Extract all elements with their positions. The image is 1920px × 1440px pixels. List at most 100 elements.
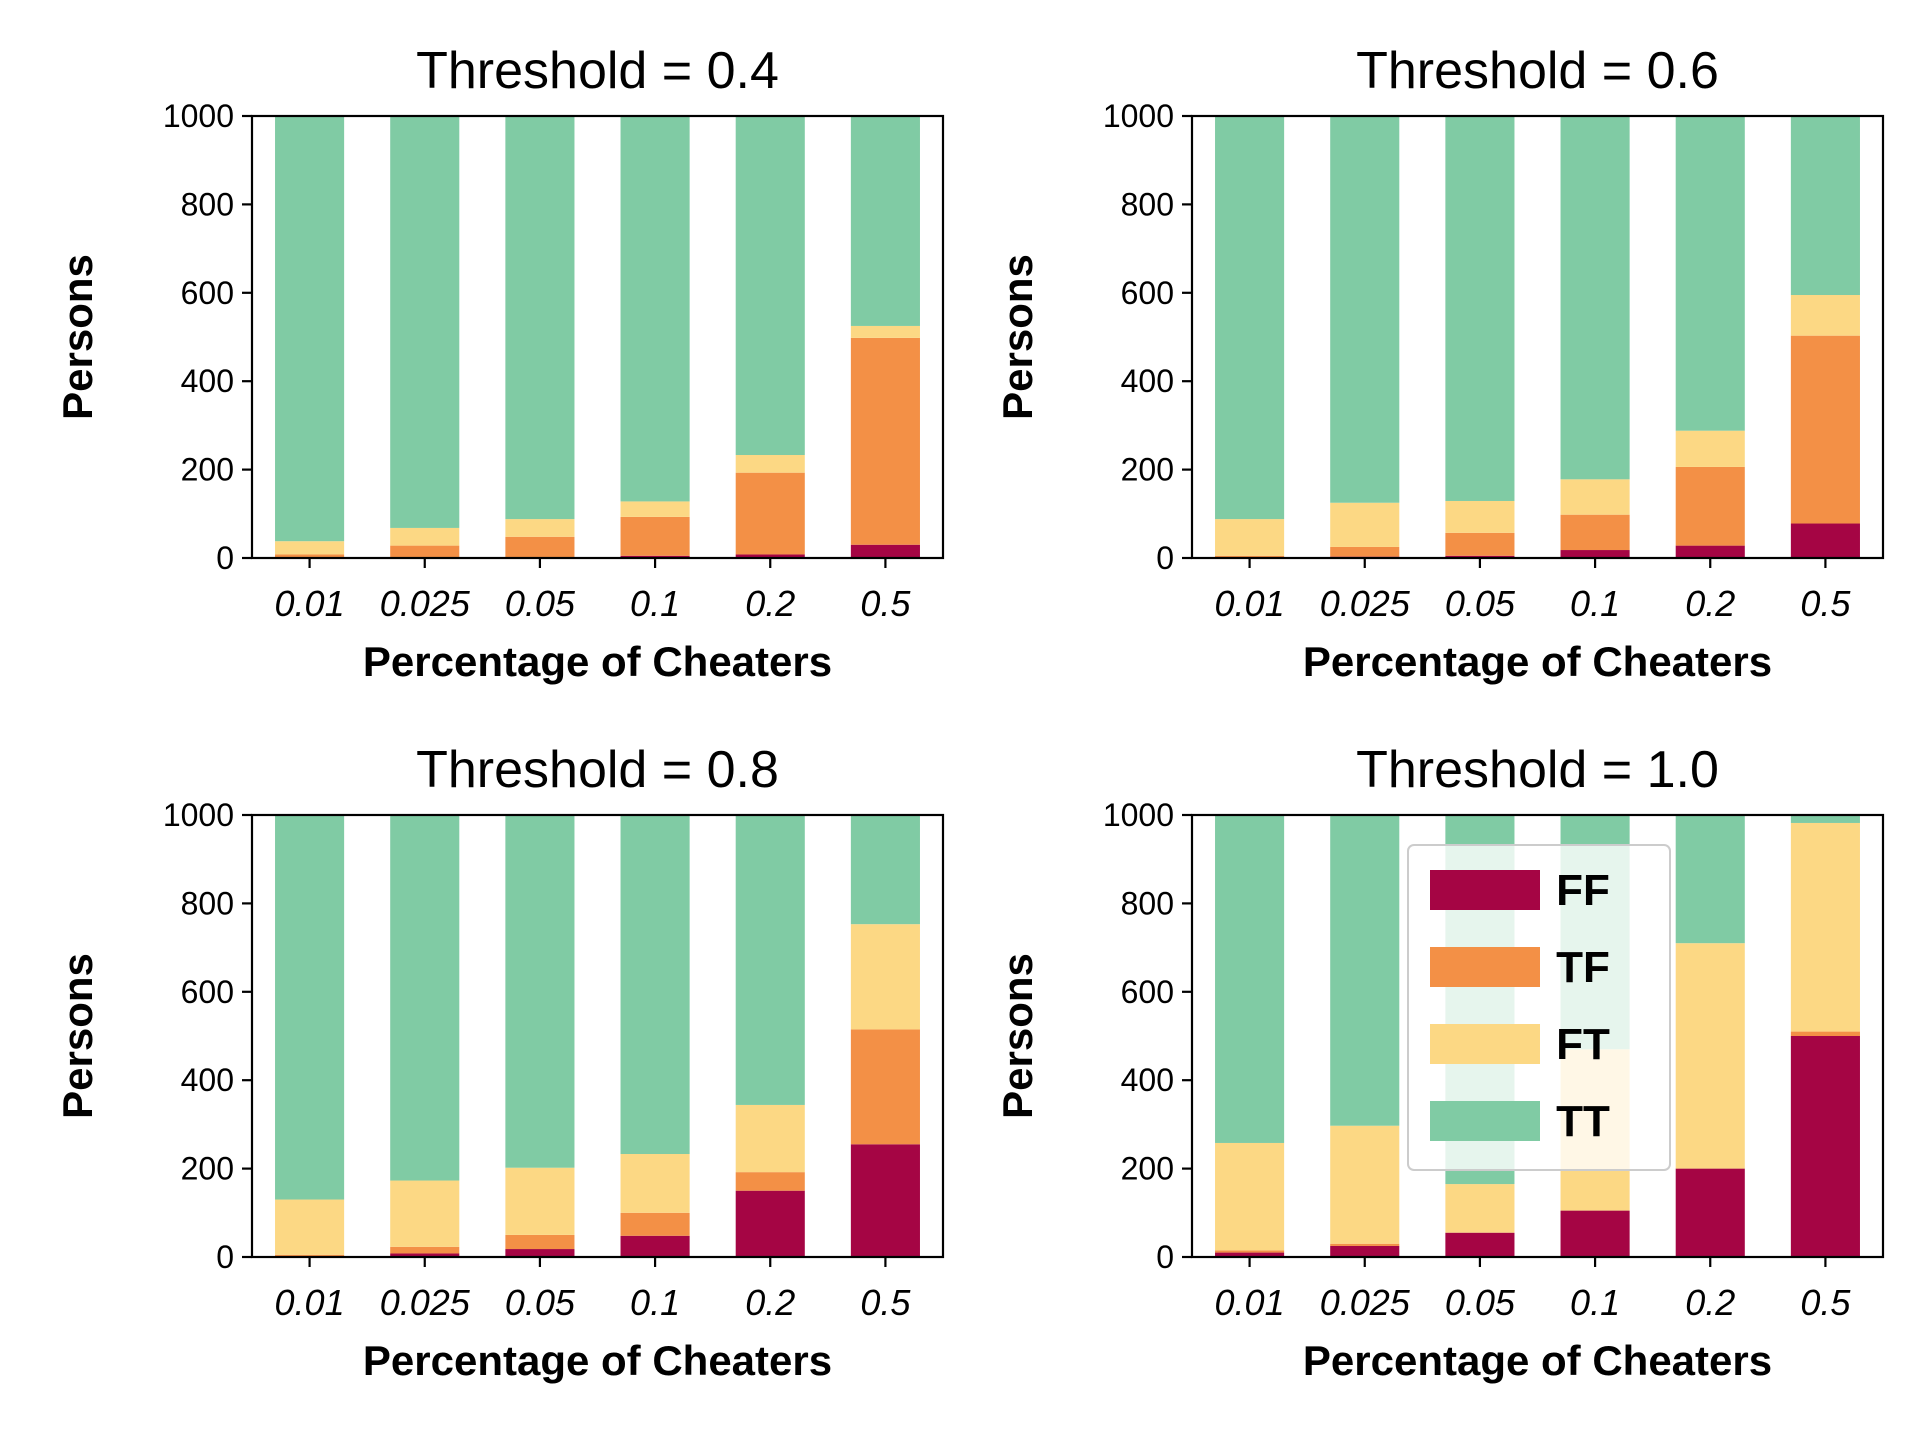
y-ticks: 0 200 400 600 800 1000 — [1103, 98, 1192, 576]
bar-ft-0.025 — [1330, 502, 1400, 547]
y-tick-label: 800 — [181, 186, 234, 222]
y-tick-label: 1000 — [163, 98, 234, 134]
bar-tt-0.2 — [735, 116, 805, 456]
chart-title: Threshold = 0.6 — [1356, 42, 1719, 100]
bar-tt-0.1 — [1560, 116, 1630, 480]
y-axis-label: Persons — [994, 953, 1041, 1119]
x-tick-label: 0.01 — [1215, 1282, 1285, 1323]
x-tick-label: 0.2 — [745, 583, 795, 624]
panels: 0 200 400 600 800 1000 0.01 0.025 0.05 0.1 0.2 0.5 T… — [54, 42, 1885, 1384]
bar-ft-0.5 — [1790, 822, 1860, 1032]
bar-stacks — [275, 116, 920, 558]
bar-stacks — [275, 815, 920, 1257]
bar-ff-0.5 — [850, 544, 920, 558]
x-tick-label: 0.05 — [505, 583, 576, 624]
bar-ft-0.2 — [735, 1104, 805, 1173]
bar-tt-0.5 — [850, 815, 920, 925]
bar-ff-0.1 — [1560, 550, 1630, 558]
axes-frame — [1190, 114, 1885, 560]
legend-label-ff: FF — [1556, 866, 1610, 915]
bar-ff-0.1 — [1560, 1210, 1630, 1257]
bar-tt-0.1 — [620, 815, 690, 1155]
x-tick-label: 0.2 — [1685, 1282, 1735, 1323]
y-tick-label: 600 — [1121, 275, 1174, 311]
bar-tf-0.5 — [1790, 335, 1860, 524]
bar-tf-0.05 — [505, 536, 575, 558]
bar-ft-0.05 — [1445, 1184, 1515, 1233]
bar-tf-0.01 — [1215, 1250, 1285, 1253]
bar-tf-0.5 — [1790, 1031, 1860, 1036]
bar-tt-0.05 — [505, 116, 575, 520]
bar-ft-0.05 — [505, 519, 575, 537]
y-tick-label: 400 — [181, 363, 234, 399]
y-tick-label: 200 — [181, 1151, 234, 1187]
bar-ff-0.01 — [1215, 1252, 1285, 1257]
bar-tt-0.025 — [390, 815, 460, 1181]
y-tick-label: 0 — [1156, 1239, 1174, 1275]
bar-ft-0.2 — [1675, 430, 1745, 467]
x-tick-label: 0.025 — [380, 1282, 471, 1323]
bar-tf-0.05 — [505, 1234, 575, 1250]
y-tick-label: 800 — [1121, 885, 1174, 921]
x-tick-label: 0.01 — [275, 1282, 345, 1323]
y-tick-label: 400 — [181, 1062, 234, 1098]
chart-title: Threshold = 0.8 — [416, 741, 779, 799]
x-tick-label: 0.025 — [380, 583, 471, 624]
bar-ft-0.1 — [620, 1154, 690, 1213]
y-tick-label: 800 — [1121, 186, 1174, 222]
bar-tt-0.01 — [1215, 815, 1285, 1143]
bar-tt-0.5 — [850, 116, 920, 326]
x-axis-label: Percentage of Cheaters — [1303, 638, 1772, 685]
bar-tf-0.1 — [620, 516, 690, 556]
bar-ft-0.01 — [1215, 1142, 1285, 1251]
bar-tf-0.025 — [1330, 546, 1400, 557]
bar-ff-0.2 — [735, 554, 805, 558]
x-tick-label: 0.5 — [1800, 583, 1851, 624]
bar-stacks — [1215, 116, 1860, 558]
bar-tf-0.01 — [275, 1254, 345, 1257]
y-tick-label: 400 — [1121, 363, 1174, 399]
bar-tf-0.025 — [390, 1246, 460, 1254]
bar-tf-0.01 — [275, 554, 345, 558]
bar-ff-0.05 — [1445, 555, 1515, 558]
bar-ft-0.025 — [390, 527, 460, 546]
bar-ff-0.05 — [505, 1249, 575, 1257]
bar-ff-0.2 — [1675, 1168, 1745, 1257]
bar-tf-0.025 — [1330, 1243, 1400, 1246]
legend-box — [1407, 844, 1671, 1171]
bar-tt-0.2 — [1675, 815, 1745, 944]
x-tick-label: 0.5 — [1800, 1282, 1851, 1323]
x-tick-label: 0.01 — [1215, 583, 1285, 624]
legend-swatch-ft — [1430, 1024, 1540, 1064]
x-ticks: 0.01 0.025 0.05 0.1 0.2 0.5 — [275, 1257, 911, 1323]
y-axis-label: Persons — [994, 254, 1041, 420]
x-tick-label: 0.05 — [1445, 583, 1516, 624]
bar-ft-0.05 — [1445, 500, 1515, 533]
x-tick-label: 0.05 — [1445, 1282, 1516, 1323]
bar-tt-0.2 — [1675, 116, 1745, 431]
x-tick-label: 0.1 — [1570, 1282, 1620, 1323]
bar-ft-0.5 — [850, 924, 920, 1030]
y-ticks: 0 200 400 600 800 1000 — [1103, 797, 1192, 1275]
bar-tt-0.025 — [1330, 116, 1400, 503]
bar-tt-0.5 — [1790, 116, 1860, 296]
x-tick-label: 0.2 — [1685, 583, 1735, 624]
chart-title: Threshold = 1.0 — [1356, 741, 1719, 799]
x-tick-label: 0.05 — [505, 1282, 576, 1323]
x-tick-label: 0.5 — [860, 1282, 911, 1323]
y-tick-label: 200 — [1121, 1151, 1174, 1187]
bar-ft-0.1 — [1560, 479, 1630, 515]
bar-ff-0.2 — [1675, 545, 1745, 558]
x-tick-label: 0.1 — [630, 583, 680, 624]
bar-tf-0.5 — [850, 1029, 920, 1145]
x-ticks: 0.01 0.025 0.05 0.1 0.2 0.5 — [275, 558, 911, 624]
legend-swatch-tf — [1430, 947, 1540, 987]
bar-ft-0.01 — [1215, 519, 1285, 556]
chart-title: Threshold = 0.4 — [416, 42, 779, 100]
y-tick-label: 600 — [181, 275, 234, 311]
y-tick-label: 200 — [1121, 452, 1174, 488]
y-tick-label: 0 — [216, 1239, 234, 1275]
y-tick-label: 600 — [1121, 974, 1174, 1010]
bar-tf-0.2 — [1675, 466, 1745, 546]
